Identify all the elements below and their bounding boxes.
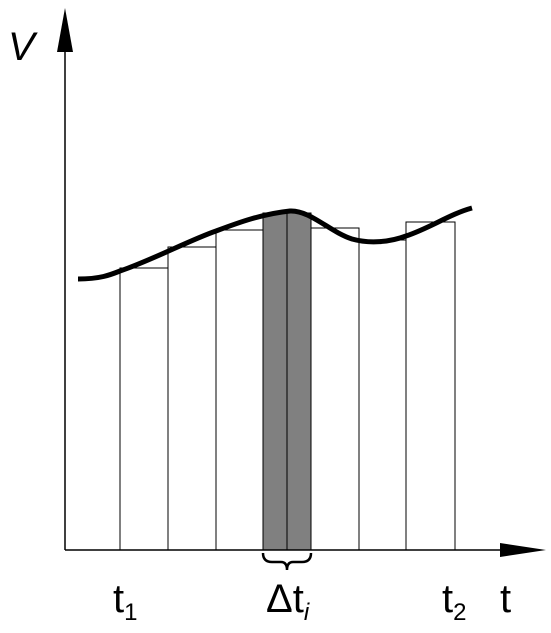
y-arrow xyxy=(57,8,73,52)
strip xyxy=(310,227,360,551)
rectangles xyxy=(119,212,456,551)
t1-label: t1 xyxy=(113,577,137,626)
strip xyxy=(215,229,264,551)
strip xyxy=(167,246,217,551)
curve xyxy=(77,205,473,282)
highlight-strip xyxy=(286,212,312,551)
label-sub: i xyxy=(304,599,310,626)
strip xyxy=(405,221,456,551)
label-text: Δt xyxy=(266,577,304,621)
label-text: t xyxy=(113,577,124,621)
label-text: t xyxy=(442,577,453,621)
x-label: t xyxy=(500,577,511,621)
label-sub: 2 xyxy=(453,599,466,626)
y-label: V xyxy=(8,25,38,69)
highlight-strip xyxy=(262,212,288,551)
strip xyxy=(119,267,169,551)
x-arrow xyxy=(500,543,546,557)
strip xyxy=(358,239,407,551)
brace xyxy=(261,552,313,571)
label-sub: 1 xyxy=(124,599,137,626)
dti-label: Δti xyxy=(266,577,310,626)
t2-label: t2 xyxy=(442,577,466,626)
